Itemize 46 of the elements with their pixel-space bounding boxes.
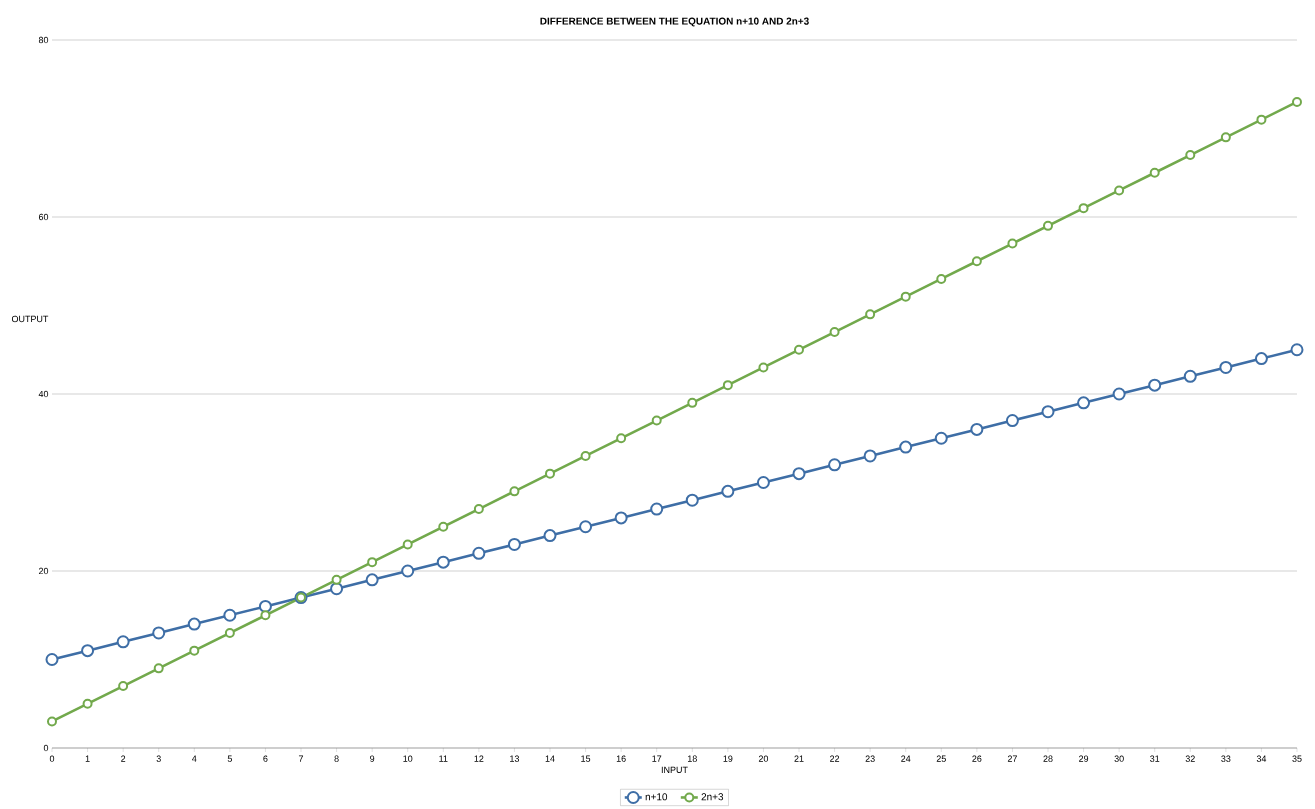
- x-tick-label: 9: [370, 755, 375, 762]
- y-tick-label: 0: [43, 744, 49, 752]
- y-tick-label: 40: [38, 390, 49, 398]
- y-tick-label: 60: [38, 213, 49, 221]
- x-tick-label: 30: [1114, 755, 1124, 762]
- x-tick-label: 26: [972, 755, 982, 762]
- x-tick-label: 11: [439, 755, 448, 762]
- x-tick-label: 7: [298, 755, 304, 762]
- x-tick-label: 2: [121, 755, 126, 762]
- x-tick-label: 27: [1007, 755, 1017, 762]
- legend-label: 2n+3: [701, 793, 724, 801]
- x-axis-title: INPUT: [661, 766, 688, 773]
- x-tick-label: 5: [227, 755, 232, 762]
- x-tick-label: 17: [652, 755, 662, 762]
- chart-title: DIFFERENCE BETWEEN THE EQUATION n+10 AND 2n+3: [540, 17, 809, 27]
- x-tick-label: 21: [794, 755, 804, 762]
- x-tick-label: 1: [85, 755, 90, 762]
- x-tick-label: 19: [723, 755, 733, 762]
- x-tick-label: 12: [474, 755, 484, 762]
- x-tick-label: 25: [936, 755, 946, 762]
- x-tick-label: 16: [616, 755, 626, 762]
- x-tick-label: 34: [1256, 755, 1267, 762]
- legend-label: n+10: [645, 793, 668, 801]
- x-tick-label: 24: [901, 755, 911, 762]
- x-tick-label: 13: [510, 755, 520, 762]
- x-tick-label: 23: [865, 755, 875, 762]
- y-tick-label: 80: [38, 36, 49, 44]
- y-tick-label: 20: [38, 567, 49, 575]
- x-tick-label: 31: [1150, 755, 1160, 762]
- x-tick-label: 6: [263, 755, 268, 762]
- x-tick-label: 8: [334, 755, 339, 762]
- x-tick-label: 3: [156, 755, 161, 762]
- x-tick-label: 32: [1185, 755, 1195, 762]
- x-tick-label: 4: [191, 755, 197, 762]
- x-tick-label: 14: [545, 755, 555, 762]
- x-tick-label: 10: [403, 755, 413, 762]
- y-axis-title: OUTPUT: [11, 315, 49, 323]
- x-tick-label: 35: [1292, 755, 1302, 762]
- x-tick-label: 29: [1079, 755, 1089, 762]
- x-tick-label: 33: [1221, 755, 1231, 762]
- x-tick-label: 18: [687, 755, 697, 762]
- x-tick-label: 28: [1043, 755, 1053, 762]
- x-tick-label: 20: [758, 755, 769, 762]
- x-tick-label: 15: [581, 755, 591, 762]
- x-tick-label: 0: [49, 755, 55, 762]
- x-tick-label: 22: [830, 755, 840, 762]
